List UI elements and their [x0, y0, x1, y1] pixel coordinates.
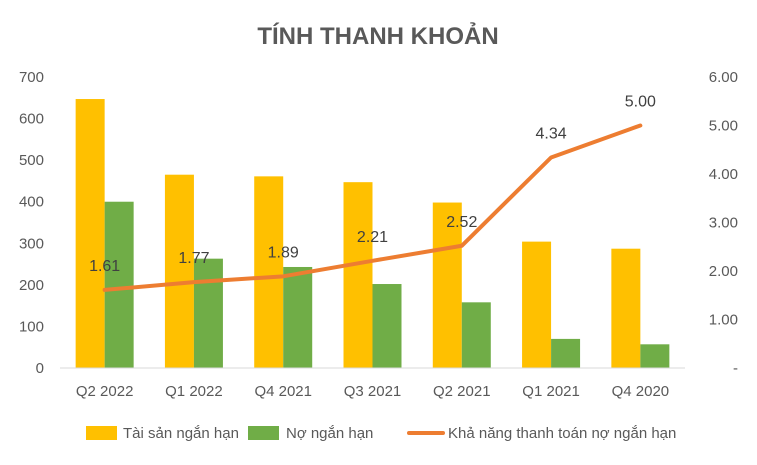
- left-axis-tick-label: 200: [19, 277, 44, 294]
- bar-short-term-assets: [164, 174, 194, 368]
- bar-short-term-assets: [522, 241, 552, 368]
- line-data-label: 1.61: [89, 258, 120, 275]
- right-axis-tick-label: -: [733, 360, 738, 377]
- right-axis-tick-label: 4.00: [709, 166, 738, 183]
- line-data-label: 5.00: [625, 94, 656, 111]
- line-series: [102, 123, 643, 292]
- category-label: Q4 2021: [254, 383, 312, 400]
- left-axis-tick-label: 300: [19, 235, 44, 252]
- category-label: Q1 2021: [522, 383, 580, 400]
- bars: [75, 99, 670, 368]
- bar-short-term-liabilities: [461, 302, 491, 368]
- bar-short-term-liabilities: [283, 266, 313, 368]
- legend-swatch: [86, 426, 117, 440]
- bar-short-term-liabilities: [551, 338, 581, 368]
- right-axis-tick-label: 1.00: [709, 312, 738, 329]
- left-axis-tick-label: 500: [19, 152, 44, 169]
- legend: Tài sản ngắn hạn Nợ ngắn hạn Khả năng than…: [86, 425, 676, 442]
- legend-label: Nợ ngắn hạn: [286, 425, 373, 442]
- line-data-label: 2.21: [357, 229, 388, 246]
- left-axis-tick-label: 700: [19, 69, 44, 86]
- category-labels: Q2 2022 Q1 2022 Q4 2021 Q3 2021 Q2 2021 Q1 20…: [76, 383, 669, 400]
- category-label: Q1 2022: [165, 383, 223, 400]
- bar-short-term-liabilities: [640, 344, 670, 368]
- category-label: Q2 2021: [433, 383, 491, 400]
- line-data-label: 1.77: [178, 250, 209, 267]
- legend-item-liquidity-ratio: Khả năng thanh toán nợ ngắn hạn: [407, 425, 676, 442]
- right-axis-tick-label: 6.00: [709, 69, 738, 86]
- bar-short-term-assets: [432, 202, 462, 368]
- bar-short-term-liabilities: [104, 201, 134, 368]
- bar-short-term-liabilities: [193, 258, 223, 368]
- left-axis-ticks: 0 100 200 300 400 500 600 700: [19, 69, 44, 377]
- legend-label: Khả năng thanh toán nợ ngắn hạn: [448, 425, 676, 442]
- legend-item-short-term-assets: Tài sản ngắn hạn: [86, 425, 239, 442]
- right-axis-ticks: - 1.00 2.00 3.00 4.00 5.00 6.00: [709, 69, 738, 377]
- bar-short-term-assets: [254, 176, 284, 368]
- category-label: Q4 2020: [612, 383, 670, 400]
- chart-title: TÍNH THANH KHOẢN: [257, 21, 498, 50]
- left-axis-tick-label: 400: [19, 194, 44, 211]
- line-data-labels: 1.61 1.77 1.89 2.21 2.52 4.34 5.00: [89, 94, 656, 275]
- left-axis-tick-label: 600: [19, 111, 44, 128]
- bar-short-term-assets: [343, 182, 373, 368]
- bar-short-term-assets: [611, 248, 641, 368]
- line-data-label: 4.34: [536, 126, 567, 143]
- category-label: Q3 2021: [344, 383, 402, 400]
- category-label: Q2 2022: [76, 383, 134, 400]
- right-axis-tick-label: 3.00: [709, 215, 738, 232]
- line-data-label: 1.89: [268, 244, 299, 261]
- bar-short-term-assets: [75, 99, 105, 368]
- right-axis-tick-label: 5.00: [709, 118, 738, 135]
- right-axis-tick-label: 2.00: [709, 263, 738, 280]
- liquidity-ratio-line: [102, 123, 643, 292]
- line-data-label: 2.52: [446, 214, 477, 231]
- left-axis-tick-label: 100: [19, 318, 44, 335]
- bar-short-term-liabilities: [372, 284, 402, 368]
- left-axis-tick-label: 0: [36, 360, 44, 377]
- legend-label: Tài sản ngắn hạn: [123, 425, 239, 442]
- legend-item-short-term-liabilities: Nợ ngắn hạn: [248, 425, 373, 442]
- legend-swatch: [248, 426, 279, 440]
